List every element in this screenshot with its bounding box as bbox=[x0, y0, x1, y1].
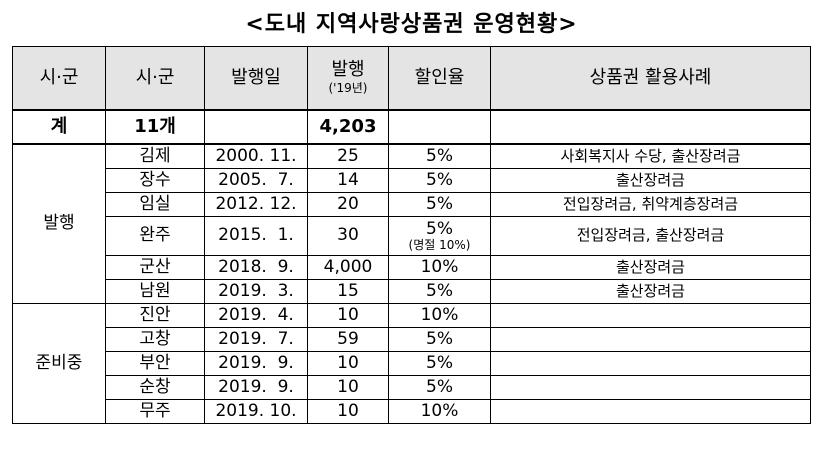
total-row: 계 11개 4,203 bbox=[12, 109, 811, 145]
city-cell: 진안 bbox=[105, 303, 205, 328]
header-issue-amount: 발행 ('19년) bbox=[307, 46, 389, 111]
header-issue-amount-label: 발행 bbox=[331, 59, 365, 81]
amount-cell: 10 bbox=[307, 303, 389, 328]
city-cell: 무주 bbox=[105, 399, 205, 424]
city-cell: 완주 bbox=[105, 216, 205, 256]
amount-cell: 14 bbox=[307, 168, 389, 193]
city-cell: 부안 bbox=[105, 351, 205, 376]
header-discount-rate: 할인율 bbox=[388, 46, 491, 111]
table-row: 임실 2012. 12. 20 5% 전입장려금, 취약계층장려금 bbox=[13, 192, 811, 217]
table-row: 순창 2019. 9. 10 5% bbox=[13, 375, 811, 400]
rate-cell: 5% bbox=[388, 192, 491, 217]
usage-cell: 사회복지사 수당, 출산장려금 bbox=[490, 143, 811, 169]
city-cell: 남원 bbox=[105, 279, 205, 304]
date-cell: 2019. 10. bbox=[204, 399, 308, 424]
total-count: 11개 bbox=[105, 109, 205, 145]
table-row: 장수 2005. 7. 14 5% 출산장려금 bbox=[13, 168, 811, 193]
date-cell: 2005. 7. bbox=[204, 168, 308, 193]
city-cell: 고창 bbox=[105, 327, 205, 352]
rate-cell: 5% (명절 10%) bbox=[388, 216, 491, 256]
date-cell: 2000. 11. bbox=[204, 143, 308, 169]
rate-cell: 5% bbox=[388, 143, 491, 169]
group-preparing: 준비중 bbox=[12, 303, 106, 424]
usage-cell: 출산장려금 bbox=[490, 255, 811, 280]
usage-cell: 출산장려금 bbox=[490, 168, 811, 193]
total-rate bbox=[388, 109, 491, 145]
amount-cell: 59 bbox=[307, 327, 389, 352]
rate-note: (명절 10%) bbox=[408, 237, 471, 252]
amount-cell: 25 bbox=[307, 143, 389, 169]
date-cell: 2018. 9. bbox=[204, 255, 308, 280]
total-date bbox=[204, 109, 308, 145]
total-amount: 4,203 bbox=[307, 109, 389, 145]
city-cell: 장수 bbox=[105, 168, 205, 193]
usage-cell: 출산장려금 bbox=[490, 279, 811, 304]
city-cell: 김제 bbox=[105, 143, 205, 169]
usage-cell bbox=[490, 303, 811, 328]
rate-cell: 10% bbox=[388, 255, 491, 280]
date-cell: 2019. 7. bbox=[204, 327, 308, 352]
usage-cell bbox=[490, 399, 811, 424]
total-label: 계 bbox=[12, 109, 106, 145]
table-row: 발행 김제 2000. 11. 25 5% 사회복지사 수당, 출산장려금 bbox=[12, 143, 811, 304]
amount-cell: 10 bbox=[307, 351, 389, 376]
date-cell: 2019. 4. bbox=[204, 303, 308, 328]
header-usage: 상품권 활용사례 bbox=[490, 46, 811, 111]
amount-cell: 15 bbox=[307, 279, 389, 304]
table-row: 부안 2019. 9. 10 5% bbox=[13, 351, 811, 376]
rate-cell: 10% bbox=[388, 399, 491, 424]
city-cell: 순창 bbox=[105, 375, 205, 400]
total-usage bbox=[490, 109, 811, 145]
date-cell: 2015. 1. bbox=[204, 216, 308, 256]
page-title: <도내 지역사랑상품권 운영현황> bbox=[245, 12, 578, 37]
rate-cell: 5% bbox=[388, 168, 491, 193]
table-row: 남원 2019. 3. 15 5% 출산장려금 bbox=[13, 279, 811, 304]
rate-cell: 5% bbox=[388, 351, 491, 376]
amount-cell: 30 bbox=[307, 216, 389, 256]
table-row: 완주 2015. 1. 30 5% (명절 10%) 전입장려금, 출산장려금 bbox=[13, 216, 811, 256]
group-issued: 발행 bbox=[12, 143, 106, 304]
city-cell: 임실 bbox=[105, 192, 205, 217]
date-cell: 2012. 12. bbox=[204, 192, 308, 217]
usage-cell bbox=[490, 351, 811, 376]
table-row: 군산 2018. 9. 4,000 10% 출산장려금 bbox=[13, 255, 811, 280]
usage-cell: 전입장려금, 취약계층장려금 bbox=[490, 192, 811, 217]
amount-cell: 10 bbox=[307, 399, 389, 424]
header-issue-amount-year: ('19년) bbox=[328, 81, 368, 96]
rate-cell: 5% bbox=[388, 279, 491, 304]
table-row: 고창 2019. 7. 59 5% bbox=[13, 327, 811, 352]
rate-value: 5% bbox=[426, 218, 453, 239]
header-row: 시·군 시·군 발행일 발행 ('19년) 할인율 상품권 활용사례 bbox=[12, 46, 811, 111]
header-issue-date: 발행일 bbox=[204, 46, 308, 111]
usage-cell: 전입장려금, 출산장려금 bbox=[490, 216, 811, 256]
usage-cell bbox=[490, 375, 811, 400]
city-cell: 군산 bbox=[105, 255, 205, 280]
voucher-status-table: 시·군 시·군 발행일 발행 ('19년) 할인율 상품권 활용사례 계 11개… bbox=[12, 46, 811, 424]
date-cell: 2019. 9. bbox=[204, 375, 308, 400]
date-cell: 2019. 9. bbox=[204, 351, 308, 376]
usage-cell bbox=[490, 327, 811, 352]
header-region: 시·군 bbox=[12, 46, 106, 111]
amount-cell: 4,000 bbox=[307, 255, 389, 280]
table-row: 준비중 진안 2019. 4. 10 10% bbox=[12, 303, 811, 424]
amount-cell: 20 bbox=[307, 192, 389, 217]
rate-cell: 5% bbox=[388, 375, 491, 400]
table-row: 무주 2019. 10. 10 10% bbox=[13, 399, 811, 424]
amount-cell: 10 bbox=[307, 375, 389, 400]
rate-cell: 5% bbox=[388, 327, 491, 352]
rate-cell: 10% bbox=[388, 303, 491, 328]
header-city: 시·군 bbox=[105, 46, 205, 111]
date-cell: 2019. 3. bbox=[204, 279, 308, 304]
